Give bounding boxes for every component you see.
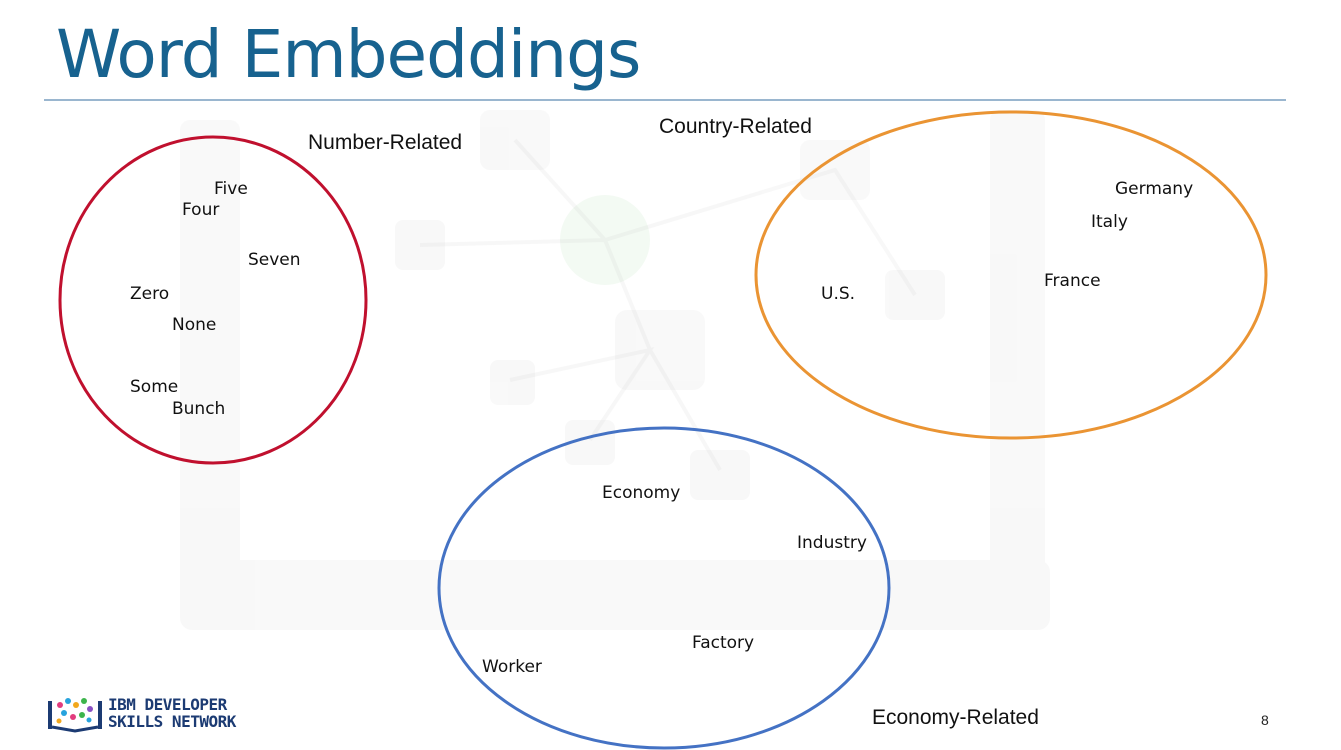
word-zero: Zero [130,284,169,304]
logo-line-2: SKILLS NETWORK [108,712,236,731]
word-economy: Economy [602,483,680,503]
slide-title: Word Embeddings [56,16,641,93]
word-worker: Worker [482,657,542,677]
word-germany: Germany [1115,179,1193,199]
word-seven: Seven [248,250,301,270]
cluster-number-related: Number-Related Five Four Seven Zero None… [58,131,462,465]
cluster-country-related: Country-Related Germany Italy France U.S… [659,110,1268,440]
word-industry: Industry [797,533,867,553]
cluster-country-ellipse [754,110,1268,440]
word-bunch: Bunch [172,399,225,419]
cluster-economy-ellipse [437,426,891,750]
cluster-number-label: Number-Related [308,131,462,154]
ibm-skills-network-book-icon [48,698,102,733]
word-us: U.S. [821,284,855,304]
word-none: None [172,315,216,335]
cluster-country-label: Country-Related [659,115,812,138]
cluster-number-ellipse [58,135,368,465]
logo-line-1: IBM DEVELOPER [108,695,227,714]
word-five: Five [214,179,248,199]
cluster-economy-label: Economy-Related [872,706,1039,729]
word-some: Some [130,377,178,397]
word-france: France [1044,271,1101,291]
word-factory: Factory [692,633,754,653]
cluster-economy-related: Economy-Related Economy Industry Factory… [437,426,1039,750]
page-number: 8 [1261,712,1269,728]
ibm-skills-network-logo: IBM DEVELOPER SKILLS NETWORK [46,693,236,733]
word-italy: Italy [1091,212,1128,232]
title-divider [44,99,1286,101]
word-four: Four [182,200,219,220]
